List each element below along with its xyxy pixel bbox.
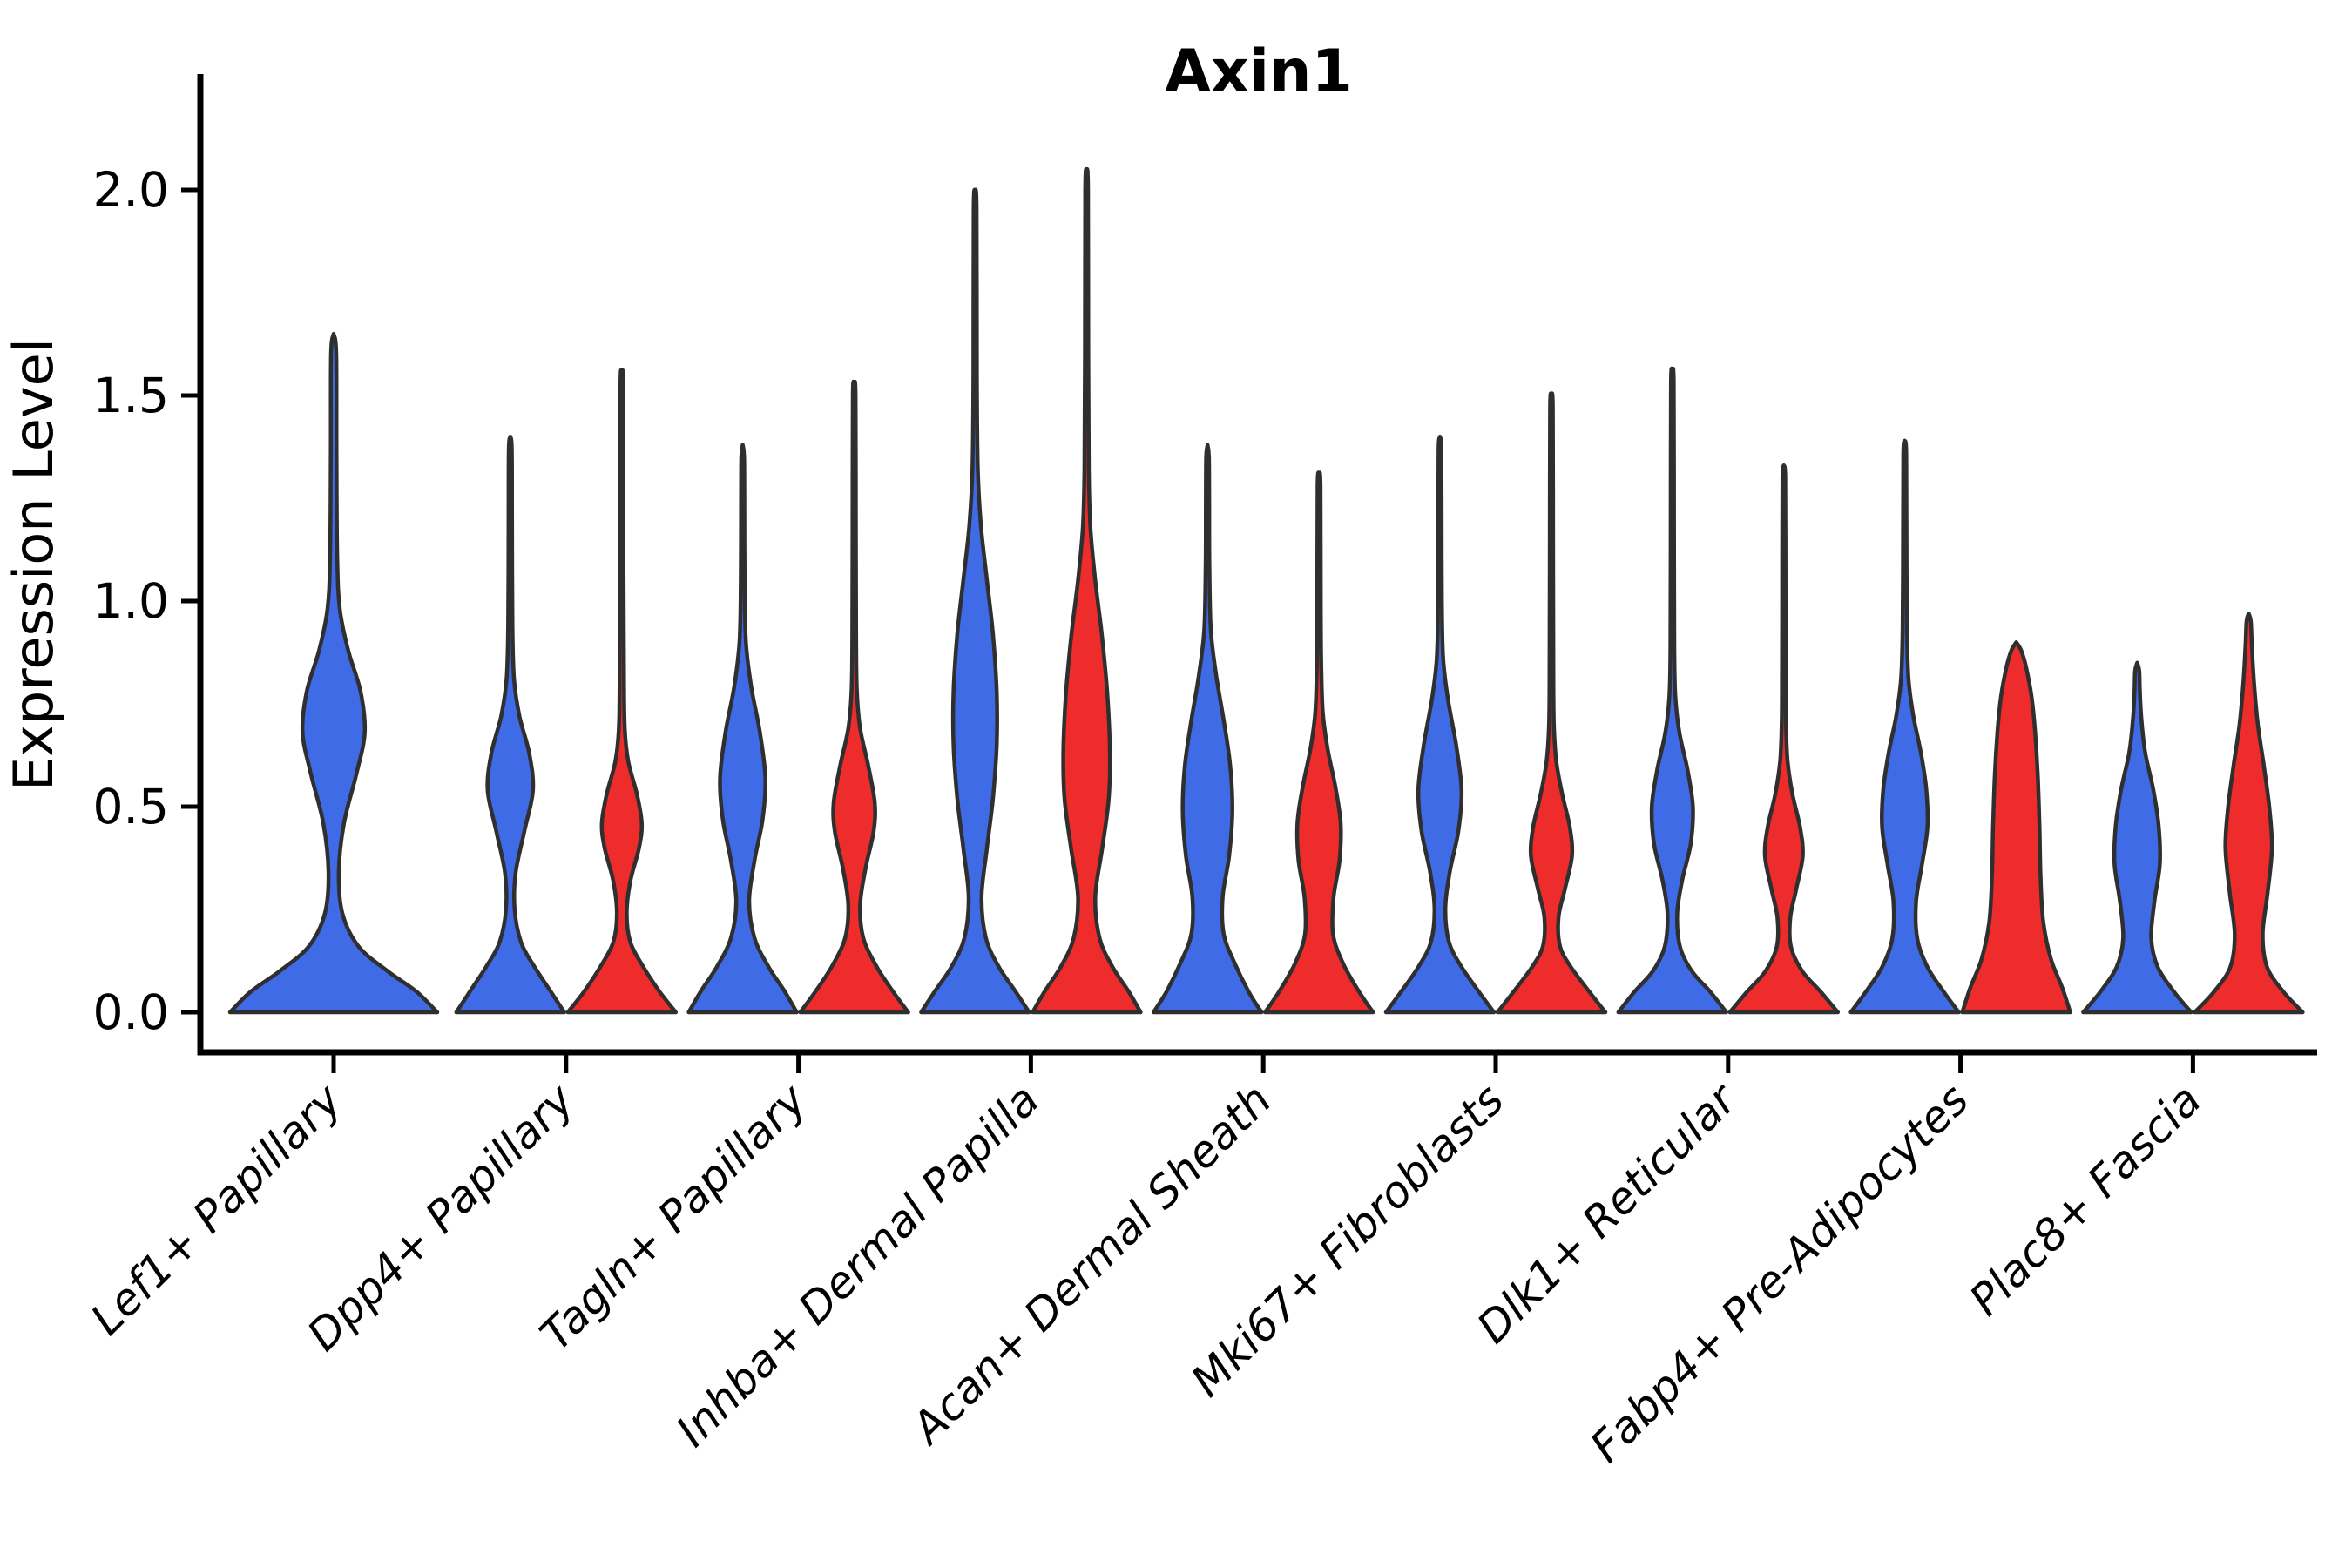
chart-title: Axin1 xyxy=(1165,37,1353,106)
violin-lef1-blue xyxy=(227,331,440,1015)
violin-fabp4-red xyxy=(1960,639,2072,1015)
violin-acan-red xyxy=(1262,470,1375,1015)
violin-dlk1-red xyxy=(1727,463,1841,1015)
x-category-label: Fabp4+ Pre-Adipocytes xyxy=(1581,1074,1979,1472)
y-axis-label: Expression Level xyxy=(2,338,65,791)
violin-tagln-red xyxy=(798,379,910,1015)
violin-acan-blue xyxy=(1151,443,1264,1015)
violin-dpp4-blue xyxy=(454,434,567,1015)
violin-dlk1-blue xyxy=(1616,366,1729,1015)
violin-tagln-blue xyxy=(686,443,799,1015)
y-tick-label: 1.0 xyxy=(93,573,169,629)
violin-dpp4-red xyxy=(565,368,679,1015)
y-tick-label: 0.0 xyxy=(93,984,169,1040)
y-tick-label: 2.0 xyxy=(93,162,169,218)
violin-plac8-blue xyxy=(2081,660,2193,1015)
y-tick-label: 0.5 xyxy=(93,779,169,835)
y-tick-label: 1.5 xyxy=(93,368,169,423)
violin-inhba-blue xyxy=(919,187,1031,1015)
x-category-label: Lef1+ Papillary xyxy=(81,1073,352,1344)
violin-inhba-red xyxy=(1031,166,1143,1015)
violin-mki67-blue xyxy=(1383,434,1497,1015)
violin-mki67-red xyxy=(1495,391,1608,1015)
violins-layer xyxy=(227,166,2305,1015)
violin-plac8-red xyxy=(2193,611,2305,1015)
axes-layer xyxy=(181,74,2317,1073)
x-category-label: Plac8+ Fascia xyxy=(1960,1074,2211,1325)
violin-fabp4-blue xyxy=(1848,438,1961,1015)
